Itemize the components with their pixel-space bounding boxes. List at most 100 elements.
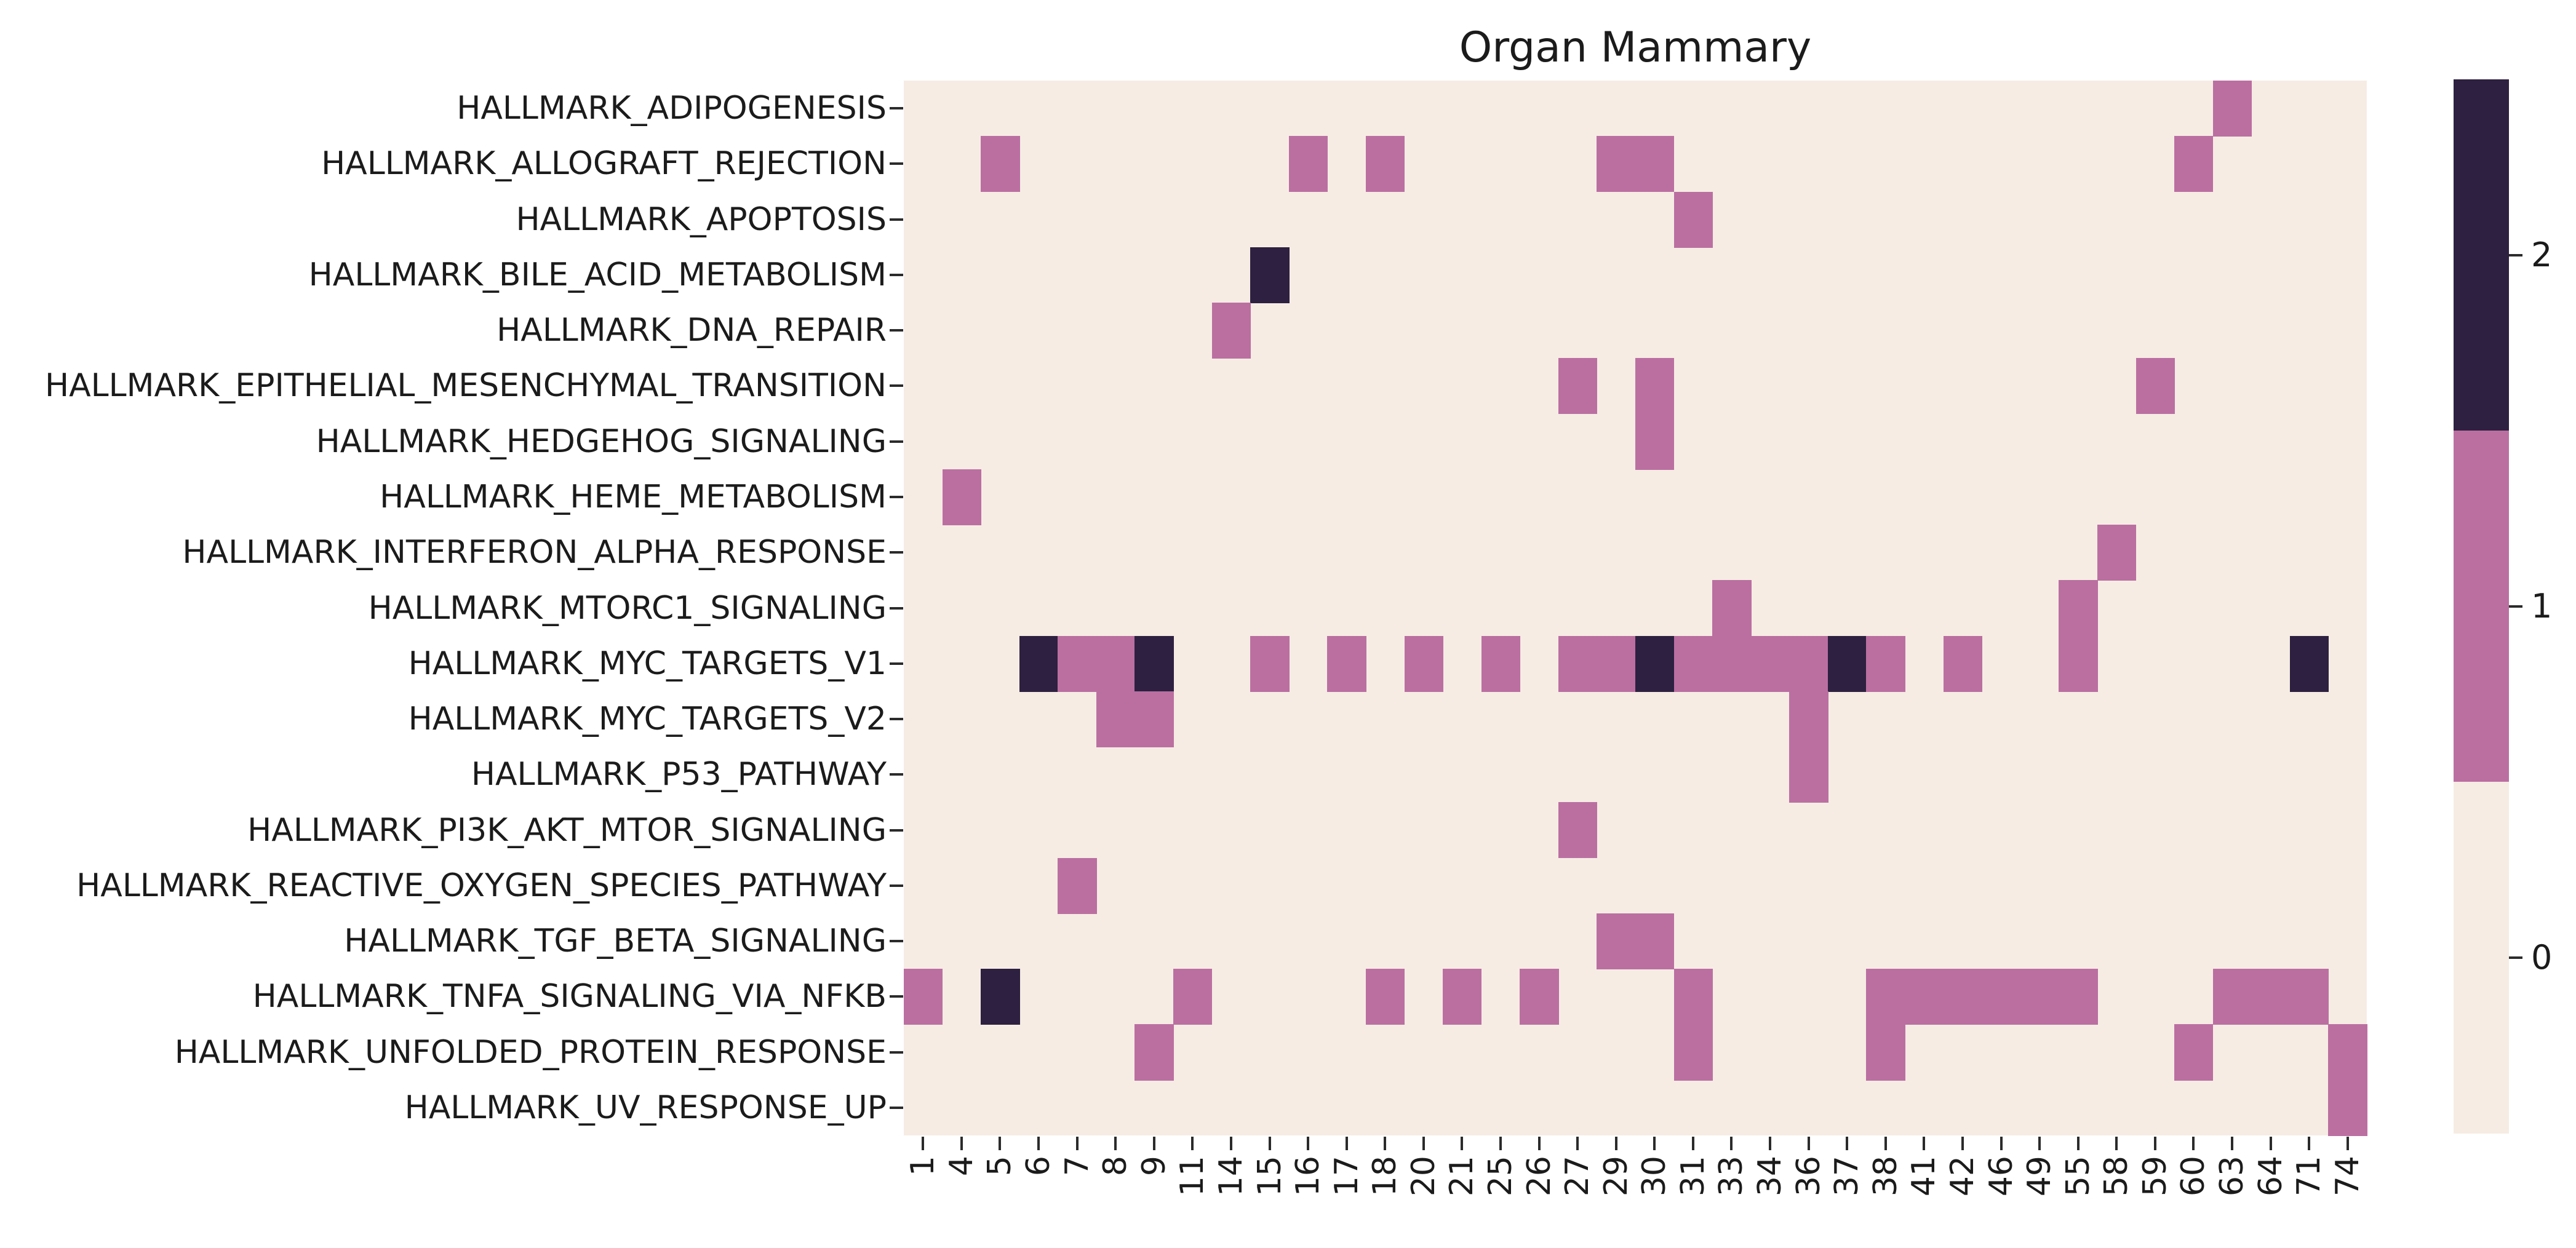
x-axis-tick bbox=[1191, 1137, 1194, 1150]
y-axis-tick bbox=[890, 662, 903, 665]
x-axis-tick bbox=[1345, 1137, 1348, 1150]
heatmap-cell bbox=[2020, 969, 2060, 1025]
heatmap-cell bbox=[1134, 635, 1174, 692]
x-axis-label: 11 bbox=[1174, 1156, 1211, 1197]
x-axis-tick bbox=[1884, 1137, 1887, 1150]
x-axis-label: 49 bbox=[2021, 1156, 2059, 1197]
x-axis-tick bbox=[2269, 1137, 2272, 1150]
y-axis-tick bbox=[890, 940, 903, 943]
x-axis-label: 63 bbox=[2213, 1156, 2251, 1197]
x-axis-label: 29 bbox=[1597, 1156, 1635, 1197]
y-axis-label: HALLMARK_TNFA_SIGNALING_VIA_NFKB bbox=[252, 978, 887, 1015]
y-axis-tick bbox=[890, 1051, 903, 1054]
y-axis-label: HALLMARK_P53_PATHWAY bbox=[471, 756, 887, 793]
y-axis-tick bbox=[890, 495, 903, 498]
heatmap-cell bbox=[1365, 136, 1405, 193]
x-axis-label: 71 bbox=[2291, 1156, 2328, 1197]
x-axis-label: 21 bbox=[1443, 1156, 1481, 1197]
heatmap-cell bbox=[1597, 635, 1636, 692]
heatmap-cell bbox=[942, 469, 981, 525]
heatmap-cell bbox=[1520, 969, 1559, 1025]
heatmap-cell bbox=[1943, 635, 1982, 692]
x-axis-label: 16 bbox=[1290, 1156, 1327, 1197]
colorbar-tick-label: 1 bbox=[2531, 586, 2553, 626]
x-axis-label: 17 bbox=[1328, 1156, 1365, 1197]
heatmap-cell bbox=[1635, 635, 1675, 692]
y-axis-tick bbox=[890, 107, 903, 110]
heatmap-cell bbox=[1789, 747, 1828, 803]
x-axis-tick bbox=[1075, 1137, 1079, 1150]
heatmap-cell bbox=[1712, 635, 1752, 692]
heatmap-cell bbox=[2289, 635, 2329, 692]
x-axis-tick bbox=[1769, 1137, 1772, 1150]
y-axis-label: HALLMARK_UNFOLDED_PROTEIN_RESPONSE bbox=[174, 1033, 887, 1071]
y-axis-tick bbox=[890, 551, 903, 554]
y-axis-tick bbox=[890, 329, 903, 332]
x-axis-label: 59 bbox=[2136, 1156, 2174, 1197]
heatmap-cell bbox=[1443, 969, 1482, 1025]
heatmap-cell bbox=[1096, 691, 1136, 747]
x-axis-tick bbox=[1923, 1137, 1926, 1150]
heatmap-cell bbox=[1558, 358, 1598, 415]
x-axis-tick bbox=[2308, 1137, 2311, 1150]
x-axis-label: 55 bbox=[2059, 1156, 2097, 1197]
x-axis-tick bbox=[1229, 1137, 1232, 1150]
heatmap-cell bbox=[1058, 635, 1097, 692]
heatmap-cell bbox=[1866, 969, 1905, 1025]
x-axis-label: 36 bbox=[1790, 1156, 1827, 1197]
heatmap-cell bbox=[1250, 635, 1290, 692]
y-axis-label: HALLMARK_MYC_TARGETS_V1 bbox=[408, 645, 887, 682]
x-axis-tick bbox=[960, 1137, 963, 1150]
y-axis-label: HALLMARK_TGF_BETA_SIGNALING bbox=[344, 923, 887, 960]
heatmap-cell bbox=[1712, 580, 1752, 637]
x-axis-label: 6 bbox=[1020, 1156, 1058, 1177]
colorbar-tick-label: 0 bbox=[2531, 937, 2553, 977]
y-axis-label: HALLMARK_MTORC1_SIGNALING bbox=[368, 589, 887, 627]
heatmap-cell bbox=[1096, 635, 1136, 692]
heatmap-cell bbox=[1597, 913, 1636, 969]
x-axis-tick bbox=[2000, 1137, 2003, 1150]
heatmap-cell bbox=[1635, 413, 1675, 470]
x-axis-label: 27 bbox=[1559, 1156, 1597, 1197]
heatmap-cell bbox=[1250, 247, 1290, 303]
x-axis-label: 1 bbox=[904, 1156, 942, 1177]
x-axis-tick bbox=[1461, 1137, 1464, 1150]
x-axis-label: 8 bbox=[1097, 1156, 1134, 1177]
x-axis-tick bbox=[2230, 1137, 2233, 1150]
heatmap-cell bbox=[981, 969, 1020, 1025]
y-axis-label: HALLMARK_ADIPOGENESIS bbox=[457, 90, 887, 127]
heatmap-cell bbox=[1982, 969, 2021, 1025]
heatmap-cell bbox=[2212, 969, 2252, 1025]
x-axis-label: 58 bbox=[2098, 1156, 2135, 1197]
y-axis-label: HALLMARK_HEME_METABOLISM bbox=[380, 478, 887, 515]
heatmap-cell bbox=[1597, 136, 1636, 193]
heatmap-cell bbox=[2059, 580, 2098, 637]
heatmap-cell bbox=[1288, 136, 1328, 193]
x-axis-tick bbox=[1307, 1137, 1310, 1150]
x-axis-tick bbox=[1961, 1137, 1964, 1150]
y-axis-label: HALLMARK_APOPTOSIS bbox=[516, 201, 887, 238]
x-axis-label: 15 bbox=[1251, 1156, 1288, 1197]
colorbar-tick bbox=[2509, 605, 2522, 608]
y-axis-tick bbox=[890, 718, 903, 721]
x-axis-tick bbox=[922, 1137, 925, 1150]
x-axis-tick bbox=[2076, 1137, 2080, 1150]
heatmap-cell bbox=[1905, 969, 1944, 1025]
x-axis-tick bbox=[1037, 1137, 1040, 1150]
chart-title: Organ Mammary bbox=[1459, 23, 1812, 72]
x-axis-label: 14 bbox=[1212, 1156, 1250, 1197]
y-axis-tick bbox=[890, 884, 903, 887]
x-axis-label: 64 bbox=[2252, 1156, 2289, 1197]
y-axis-tick bbox=[890, 440, 903, 443]
y-axis-label: HALLMARK_MYC_TARGETS_V2 bbox=[408, 701, 887, 738]
y-axis-label: HALLMARK_BILE_ACID_METABOLISM bbox=[308, 256, 887, 293]
x-axis-tick bbox=[1537, 1137, 1541, 1150]
x-axis-label: 33 bbox=[1713, 1156, 1750, 1197]
heatmap-cell bbox=[1866, 635, 1905, 692]
heatmap-cell bbox=[1134, 1024, 1174, 1081]
heatmap-cell bbox=[2212, 81, 2252, 137]
heatmap-cell bbox=[1635, 913, 1675, 969]
x-axis-tick bbox=[2346, 1137, 2349, 1150]
heatmap-cell bbox=[2174, 1024, 2214, 1081]
